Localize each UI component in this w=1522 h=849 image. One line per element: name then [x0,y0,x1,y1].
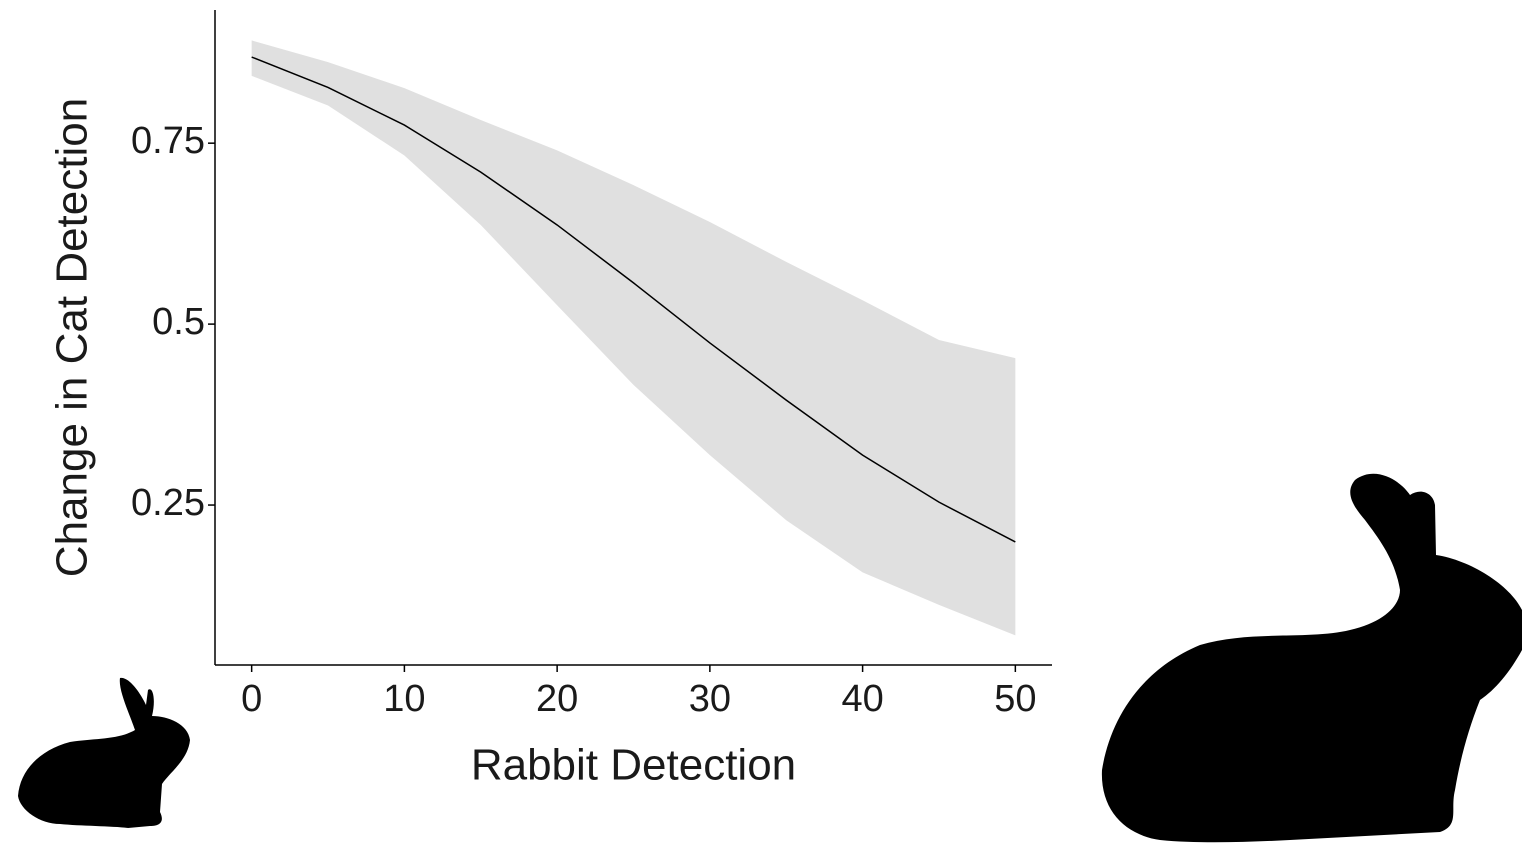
chart: 0.25 0.5 0.75 0 10 20 30 40 50 Rabbit Detection Ch… [0,0,1522,849]
x-tick-label: 10 [383,678,425,720]
rabbit-large [1102,474,1522,843]
x-tick-label: 20 [536,678,578,720]
rabbit-small [18,678,190,828]
x-tick-label: 0 [241,678,262,720]
x-tick-label: 40 [841,678,883,720]
x-tick-label: 30 [689,678,731,720]
y-axis-title: Change in Cat Detection [48,98,97,577]
y-tick-label: 0.5 [152,301,205,343]
confidence-band [252,40,1016,635]
y-tick-label: 0.75 [131,120,205,162]
x-tick-label: 50 [994,678,1036,720]
x-axis-title: Rabbit Detection [471,741,796,790]
y-tick-label: 0.25 [131,482,205,524]
